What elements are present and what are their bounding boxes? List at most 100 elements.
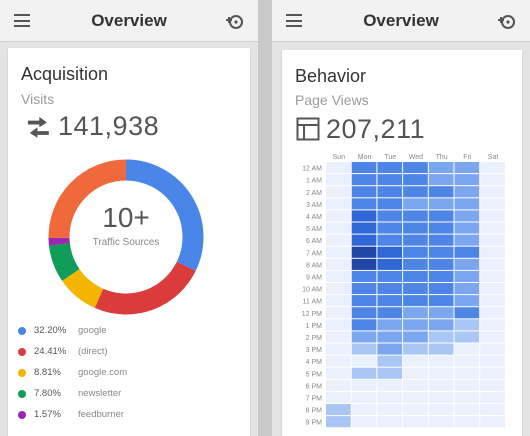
heatmap-cell[interactable] (480, 222, 505, 234)
heatmap-cell[interactable] (403, 331, 428, 343)
heatmap-cell[interactable] (326, 404, 351, 416)
heatmap-cell[interactable] (377, 295, 403, 307)
heatmap-cell[interactable] (377, 319, 403, 331)
donut-slice-other[interactable] (48, 159, 127, 239)
heatmap-cell[interactable] (480, 174, 505, 186)
heatmap-cell[interactable] (428, 222, 454, 234)
heatmap-cell[interactable] (454, 379, 480, 391)
heatmap-cell[interactable] (428, 283, 454, 295)
heatmap-cell[interactable] (351, 222, 377, 234)
heatmap-cell[interactable] (351, 379, 377, 391)
behavior-card[interactable]: Behavior Page Views 207,211 Sun Mon Tue Wed… (282, 50, 522, 436)
heatmap-cell[interactable] (428, 367, 454, 379)
heatmap-cell[interactable] (480, 258, 505, 270)
heatmap-cell[interactable] (377, 210, 403, 222)
heatmap-cell[interactable] (326, 198, 351, 210)
heatmap-cell[interactable] (454, 210, 480, 222)
heatmap-cell[interactable] (454, 246, 480, 258)
heatmap-cell[interactable] (377, 198, 403, 210)
heatmap-cell[interactable] (454, 307, 480, 319)
heatmap-cell[interactable] (428, 198, 454, 210)
heatmap-cell[interactable] (403, 162, 428, 174)
heatmap-cell[interactable] (454, 404, 480, 416)
heatmap-cell[interactable] (326, 174, 351, 186)
heatmap-cell[interactable] (428, 355, 454, 367)
donut-slice-google-com[interactable] (62, 268, 104, 308)
menu-icon[interactable] (286, 14, 302, 27)
heatmap-cell[interactable] (326, 162, 351, 174)
heatmap-cell[interactable] (351, 343, 377, 355)
heatmap-cell[interactable] (403, 404, 428, 416)
heatmap-cell[interactable] (377, 270, 403, 282)
heatmap-cell[interactable] (377, 246, 403, 258)
heatmap-cell[interactable] (480, 307, 505, 319)
heatmap-cell[interactable] (326, 307, 351, 319)
heatmap-cell[interactable] (351, 162, 377, 174)
heatmap-cell[interactable] (428, 174, 454, 186)
heatmap-cell[interactable] (480, 416, 505, 428)
heatmap-cell[interactable] (428, 186, 454, 198)
heatmap-cell[interactable] (326, 270, 351, 282)
heatmap-cell[interactable] (428, 210, 454, 222)
heatmap-cell[interactable] (351, 355, 377, 367)
heatmap-cell[interactable] (351, 186, 377, 198)
heatmap-cell[interactable] (428, 343, 454, 355)
heatmap-cell[interactable] (403, 367, 428, 379)
heatmap-cell[interactable] (428, 404, 454, 416)
heatmap-cell[interactable] (351, 307, 377, 319)
heatmap-cell[interactable] (377, 174, 403, 186)
heatmap-cell[interactable] (454, 198, 480, 210)
heatmap-cell[interactable] (326, 186, 351, 198)
heatmap-cell[interactable] (326, 258, 351, 270)
heatmap-cell[interactable] (377, 416, 403, 428)
heatmap-cell[interactable] (351, 404, 377, 416)
heatmap-cell[interactable] (454, 222, 480, 234)
heatmap-cell[interactable] (403, 343, 428, 355)
heatmap-cell[interactable] (351, 416, 377, 428)
heatmap-cell[interactable] (454, 186, 480, 198)
heatmap-cell[interactable] (377, 367, 403, 379)
heatmap-cell[interactable] (480, 270, 505, 282)
heatmap-cell[interactable] (480, 379, 505, 391)
heatmap-cell[interactable] (351, 258, 377, 270)
heatmap-cell[interactable] (454, 391, 480, 403)
heatmap-cell[interactable] (377, 258, 403, 270)
heatmap-cell[interactable] (403, 355, 428, 367)
heatmap-cell[interactable] (480, 234, 505, 246)
acquisition-card[interactable]: Acquisition Visits 141,938 10+ Traffic S… (8, 48, 250, 436)
donut-slice-direct[interactable] (94, 261, 196, 315)
heatmap-cell[interactable] (403, 319, 428, 331)
heatmap-cell[interactable] (326, 391, 351, 403)
heatmap-cell[interactable] (454, 283, 480, 295)
heatmap-cell[interactable] (428, 270, 454, 282)
heatmap-cell[interactable] (377, 162, 403, 174)
heatmap-cell[interactable] (480, 283, 505, 295)
heatmap-cell[interactable] (326, 367, 351, 379)
heatmap-cell[interactable] (454, 295, 480, 307)
heatmap-cell[interactable] (403, 198, 428, 210)
heatmap-cell[interactable] (454, 355, 480, 367)
heatmap-cell[interactable] (326, 331, 351, 343)
heatmap-cell[interactable] (480, 391, 505, 403)
heatmap-cell[interactable] (351, 234, 377, 246)
heatmap-cell[interactable] (377, 343, 403, 355)
heatmap-cell[interactable] (351, 367, 377, 379)
heatmap-cell[interactable] (403, 379, 428, 391)
heatmap-cell[interactable] (351, 246, 377, 258)
legend-item[interactable]: 7.80% newsletter (18, 383, 127, 404)
heatmap-cell[interactable] (480, 343, 505, 355)
heatmap-cell[interactable] (480, 367, 505, 379)
heatmap-cell[interactable] (326, 343, 351, 355)
heatmap-cell[interactable] (454, 367, 480, 379)
heatmap-cell[interactable] (326, 234, 351, 246)
heatmap-cell[interactable] (428, 258, 454, 270)
heatmap-cell[interactable] (428, 391, 454, 403)
heatmap-cell[interactable] (351, 270, 377, 282)
heatmap-cell[interactable] (351, 198, 377, 210)
heatmap-cell[interactable] (454, 319, 480, 331)
heatmap-cell[interactable] (428, 319, 454, 331)
heatmap-cell[interactable] (377, 234, 403, 246)
refresh-icon[interactable] (496, 10, 518, 32)
heatmap-cell[interactable] (403, 258, 428, 270)
heatmap-cell[interactable] (326, 246, 351, 258)
